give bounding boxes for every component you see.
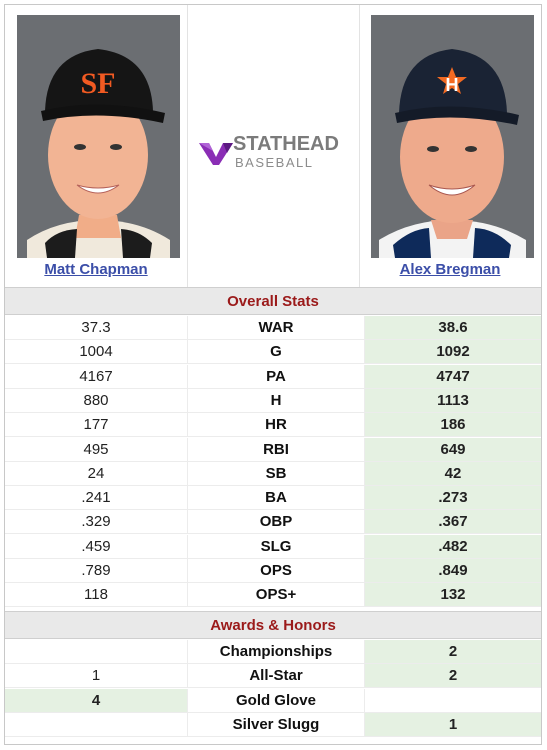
stat-label: All-Star xyxy=(187,664,365,689)
svg-text:SF: SF xyxy=(80,67,115,100)
stat-row: 4 Gold Glove xyxy=(5,688,541,713)
left-value: 4 xyxy=(5,688,187,713)
stat-label: Silver Slugg xyxy=(187,712,365,737)
stat-row: Silver Slugg 1 xyxy=(5,712,541,737)
stat-label: SB xyxy=(187,461,365,486)
stat-row: 4167 PA 4747 xyxy=(5,364,541,389)
left-value: 4167 xyxy=(5,365,187,389)
right-value: 42 xyxy=(365,461,541,486)
left-value: 495 xyxy=(5,438,187,462)
stat-label: HR xyxy=(187,413,365,438)
logo-subtitle: BASEBALL xyxy=(235,155,314,170)
stat-label: PA xyxy=(187,364,365,389)
right-value: 4747 xyxy=(365,364,541,389)
divider xyxy=(187,5,188,287)
left-value: .789 xyxy=(5,559,187,583)
left-value: .459 xyxy=(5,535,187,559)
right-value: 649 xyxy=(365,437,541,462)
left-value: .329 xyxy=(5,510,187,535)
right-value: 186 xyxy=(365,413,541,438)
player-name-link-left[interactable]: Matt Chapman xyxy=(44,261,148,278)
left-value: 37.3 xyxy=(5,316,187,340)
stathead-mark-icon xyxy=(199,143,233,165)
right-value: 2 xyxy=(365,664,541,689)
stat-row: 24 SB 42 xyxy=(5,461,541,486)
player-name-link-right[interactable]: Alex Bregman xyxy=(399,261,501,278)
section-header-overall: Overall Stats xyxy=(5,287,541,315)
right-value: .367 xyxy=(365,510,541,535)
stat-row: .789 OPS .849 xyxy=(5,559,541,583)
right-value: 38.6 xyxy=(365,316,541,340)
stat-label: BA xyxy=(187,486,365,511)
left-value: 880 xyxy=(5,389,187,413)
player-right: H Alex Bregman xyxy=(359,5,541,287)
section-header-awards: Awards & Honors xyxy=(5,611,541,639)
stat-row: Championships 2 xyxy=(5,640,541,664)
stat-row: .459 SLG .482 xyxy=(5,534,541,559)
right-value xyxy=(365,689,541,713)
stat-row: 177 HR 186 xyxy=(5,413,541,438)
left-value xyxy=(5,640,187,664)
stathead-logo[interactable]: STATHEAD BASEBALL xyxy=(191,105,359,185)
stat-label: OBP xyxy=(187,510,365,535)
left-value: .241 xyxy=(5,486,187,511)
stat-label: Championships xyxy=(187,640,365,664)
stat-row: .329 OBP .367 xyxy=(5,510,541,535)
stat-label: OPS xyxy=(187,559,365,583)
stat-label: SLG xyxy=(187,534,365,559)
right-value: .273 xyxy=(365,486,541,511)
stat-row: 1004 G 1092 xyxy=(5,340,541,365)
left-value: 1 xyxy=(5,664,187,689)
left-value xyxy=(5,713,187,737)
right-value: 2 xyxy=(365,640,541,664)
left-value: 24 xyxy=(5,462,187,486)
stat-label: H xyxy=(187,388,365,413)
stat-row: .241 BA .273 xyxy=(5,486,541,511)
comparison-card: SF Matt Chapman STATHEAD BASEBALL xyxy=(4,4,542,745)
header: SF Matt Chapman STATHEAD BASEBALL xyxy=(5,5,541,287)
stat-label: Gold Glove xyxy=(187,688,365,713)
player-photo-left: SF xyxy=(17,15,180,258)
player-left: SF Matt Chapman xyxy=(5,5,187,287)
svg-text:H: H xyxy=(446,75,459,95)
player-headshot-right: H xyxy=(371,15,534,258)
right-value: 132 xyxy=(365,583,541,608)
right-value: .482 xyxy=(365,534,541,559)
right-value: 1 xyxy=(365,712,541,737)
right-value: .849 xyxy=(365,559,541,583)
player-photo-right: H xyxy=(371,15,534,258)
stat-row: 495 RBI 649 xyxy=(5,437,541,462)
stat-row: 37.3 WAR 38.6 xyxy=(5,316,541,340)
stat-label: RBI xyxy=(187,437,365,462)
left-value: 177 xyxy=(5,413,187,438)
logo-wordmark: STATHEAD xyxy=(233,133,339,155)
stat-label: WAR xyxy=(187,316,365,340)
stat-row: 118 OPS+ 132 xyxy=(5,583,541,608)
stat-row: 880 H 1113 xyxy=(5,388,541,413)
player-headshot-left: SF xyxy=(17,15,180,258)
right-value: 1092 xyxy=(365,340,541,365)
right-value: 1113 xyxy=(365,388,541,413)
divider xyxy=(359,5,360,287)
left-value: 118 xyxy=(5,583,187,608)
stat-label: OPS+ xyxy=(187,583,365,608)
stat-row: 1 All-Star 2 xyxy=(5,664,541,689)
stat-label: G xyxy=(187,340,365,365)
left-value: 1004 xyxy=(5,340,187,365)
